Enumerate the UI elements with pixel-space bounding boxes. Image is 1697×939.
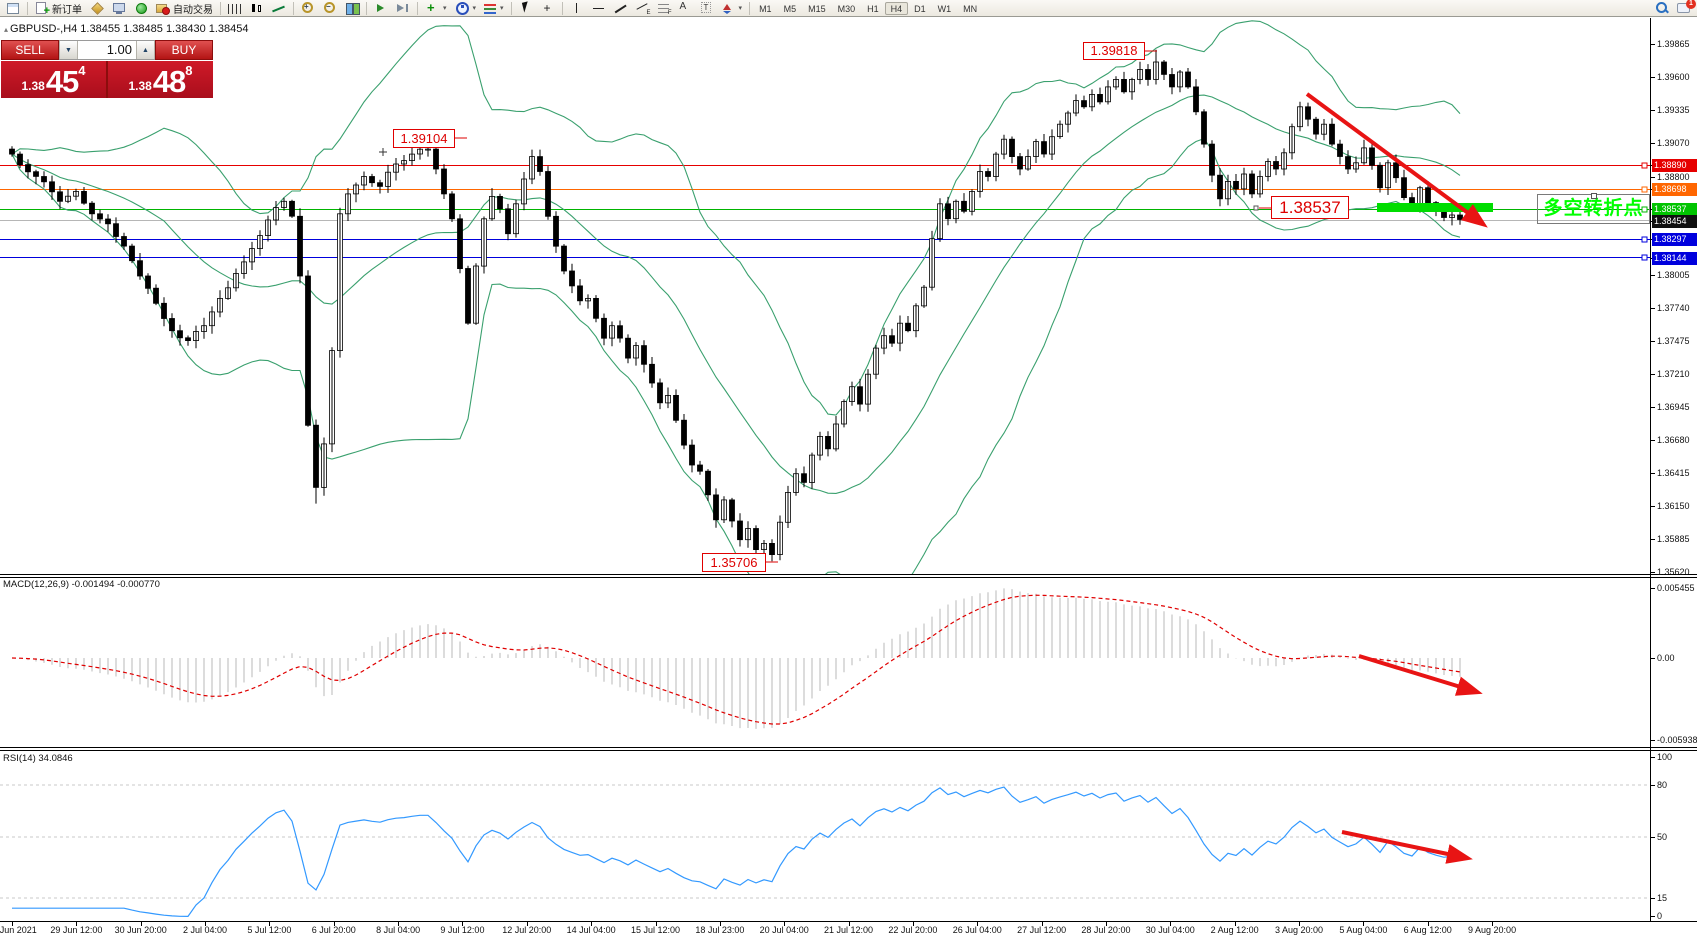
- signal-icon[interactable]: [130, 1, 152, 15]
- buy-price-tile[interactable]: 1.38 48 8: [108, 61, 213, 98]
- vertical-line-icon: [570, 2, 584, 14]
- top-toolbar: 新订单 自动交易 ▾ ▾ ▾ ▾ M1 M5 M15 M30 H1 H4 D1 W1 MN 1: [0, 0, 1697, 17]
- chart-window-icon[interactable]: [2, 1, 24, 15]
- volume-increase-button[interactable]: ▲: [136, 41, 155, 59]
- sell-price-sup: 4: [78, 63, 86, 78]
- new-order-button[interactable]: 新订单: [31, 1, 86, 17]
- auto-scroll-icon[interactable]: [370, 1, 392, 15]
- horizontal-line-icon[interactable]: [588, 1, 610, 15]
- tile-windows-icon[interactable]: [341, 1, 363, 15]
- zoom-out-icon[interactable]: [319, 1, 341, 15]
- zoom-in-icon[interactable]: [297, 1, 319, 15]
- channel-icon: [636, 2, 651, 16]
- toolbar-separator: [561, 1, 563, 15]
- arrows-icon: [721, 2, 735, 14]
- volume-decrease-button[interactable]: ▼: [59, 41, 78, 59]
- autotrading-button: [156, 2, 170, 15]
- sell-button[interactable]: SELL: [1, 40, 59, 60]
- toolbar-separator: [27, 1, 28, 15]
- timeframe-button-m15[interactable]: M15: [808, 3, 826, 14]
- timeframe-button-d1[interactable]: D1: [914, 3, 926, 14]
- new-order-button: [35, 2, 50, 17]
- buy-button[interactable]: BUY: [155, 40, 213, 60]
- autotrading-button[interactable]: 自动交易: [152, 1, 217, 16]
- price-tile-divider: [106, 61, 108, 98]
- signal-icon: [134, 2, 148, 14]
- fibonacci-icon[interactable]: [654, 1, 673, 16]
- toolbar-separator: [510, 1, 512, 15]
- buy-price-sup: 8: [185, 63, 193, 78]
- indicators-icon: [425, 0, 439, 15]
- arrows-icon[interactable]: ▾: [717, 1, 747, 15]
- text-icon[interactable]: [673, 1, 695, 15]
- autotrading-button-label: 自动交易: [173, 4, 213, 16]
- timeframe-button-mn[interactable]: MN: [963, 3, 978, 14]
- chart-marker-icon: ▴: [4, 25, 9, 34]
- vertical-line-icon[interactable]: [566, 1, 588, 15]
- candlestick-chart-icon: [250, 2, 264, 14]
- dropdown-arrow-icon: ▾: [738, 5, 743, 12]
- dropdown-arrow-icon: ▾: [472, 5, 477, 12]
- dropdown-arrow-icon: ▾: [500, 5, 504, 12]
- sell-price-big: 45: [45, 64, 79, 99]
- search-icon: [1655, 2, 1669, 14]
- timeframe-button-h4[interactable]: H4: [884, 1, 909, 15]
- tile-windows-icon: [345, 2, 360, 15]
- toolbar-separator: [220, 1, 221, 15]
- templates-icon[interactable]: ▾: [480, 1, 508, 15]
- new-order-button-label: 新订单: [52, 4, 82, 16]
- horizontal-line-icon: [592, 2, 606, 14]
- volume-stepper: ▼ 1.00 ▲: [59, 40, 155, 60]
- text-label-icon[interactable]: [695, 1, 717, 15]
- candlestick-chart-icon[interactable]: [246, 1, 268, 15]
- terminal-icon: [112, 2, 126, 14]
- bar-chart-icon: [228, 3, 242, 14]
- channel-icon[interactable]: [632, 1, 654, 16]
- crosshair-icon: [541, 1, 555, 15]
- timeframe-button-m1[interactable]: M1: [759, 3, 772, 14]
- indicators-icon[interactable]: ▾: [421, 0, 451, 15]
- chart-shift-icon[interactable]: [392, 1, 414, 15]
- toolbar-separator: [366, 1, 367, 15]
- chart-window-icon: [6, 2, 20, 14]
- chat-icon[interactable]: 1: [1673, 0, 1696, 15]
- chart-title: ▴ GBPUSD-,H4 1.38455 1.38485 1.38430 1.38…: [4, 23, 249, 35]
- periods-icon[interactable]: ▾: [451, 1, 481, 15]
- zoom-out-icon: [323, 2, 337, 14]
- dropdown-arrow-icon: ▾: [443, 5, 447, 12]
- toolbar-separator: [417, 1, 418, 15]
- templates-icon: [484, 3, 497, 14]
- zoom-in-icon: [301, 2, 315, 14]
- crosshair-icon[interactable]: [537, 1, 559, 15]
- timeframe-button-w1[interactable]: W1: [937, 3, 952, 14]
- fibonacci-icon: [657, 4, 672, 16]
- notification-badge: 1: [1686, 0, 1696, 9]
- text-label-icon: [699, 2, 713, 14]
- buy-price-big: 48: [152, 64, 186, 99]
- search-icon[interactable]: [1651, 1, 1673, 15]
- sell-price-tile[interactable]: 1.38 45 4: [1, 61, 106, 98]
- sell-price-prefix: 1.38: [21, 79, 45, 93]
- auto-scroll-icon: [374, 2, 388, 14]
- one-click-trade-panel: SELL ▼ 1.00 ▲ BUY 1.38 45 4 1.38 48 8: [1, 40, 213, 98]
- toolbar-separator: [293, 1, 294, 15]
- text-icon: [677, 1, 691, 14]
- periods-icon: [455, 2, 469, 15]
- timeframe-button-h1[interactable]: H1: [867, 3, 879, 14]
- timeframe-button-m5[interactable]: M5: [783, 3, 797, 14]
- symbol-ohlc-text: GBPUSD-,H4 1.38455 1.38485 1.38430 1.384…: [10, 23, 249, 35]
- chart-shift-icon: [396, 2, 410, 14]
- bar-chart-icon[interactable]: [224, 1, 246, 15]
- chat-icon: 1: [1677, 0, 1696, 14]
- timeframe-button-m30[interactable]: M30: [837, 3, 856, 14]
- volume-input[interactable]: 1.00: [106, 42, 132, 57]
- buy-price-prefix: 1.38: [128, 79, 152, 93]
- terminal-icon[interactable]: [108, 1, 130, 15]
- toolbar-separator: [749, 1, 751, 15]
